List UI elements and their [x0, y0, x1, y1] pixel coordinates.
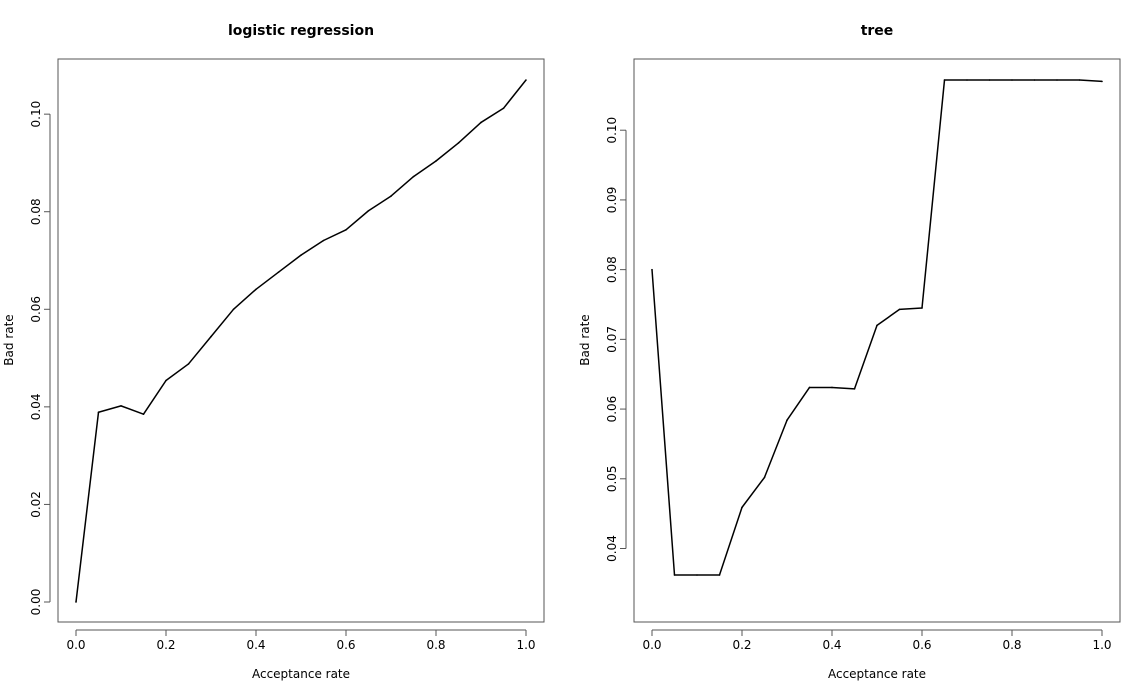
y-tick-label: 0.04 [605, 535, 619, 562]
series-group [651, 79, 1103, 576]
y-tick-label: 0.05 [605, 465, 619, 492]
data-point [1078, 79, 1081, 81]
y-axis-label: Bad rate [578, 314, 592, 365]
data-point [75, 601, 77, 603]
chart-title: logistic regression [228, 23, 374, 39]
data-point [966, 79, 968, 81]
y-tick-label: 0.10 [605, 117, 619, 144]
x-tick-label: 0.6 [912, 638, 931, 652]
data-point [1033, 79, 1036, 81]
y-tick-label: 0.09 [605, 187, 619, 214]
data-point [142, 413, 145, 415]
x-tick-label: 0.0 [66, 638, 85, 652]
x-tick-label: 0.2 [732, 638, 751, 652]
y-tick-label: 0.04 [29, 394, 43, 421]
data-point [943, 79, 946, 81]
data-point [322, 239, 325, 242]
x-tick-label: 1.0 [516, 638, 535, 652]
y-tick-label: 0.07 [605, 326, 619, 353]
data-point [763, 476, 766, 479]
data-point [255, 288, 257, 291]
y-tick-label: 0.02 [29, 491, 43, 518]
y-tick-label: 0.06 [605, 396, 619, 423]
data-point [300, 254, 302, 256]
data-point [718, 574, 721, 576]
x-tick-label: 0.8 [426, 638, 445, 652]
data-point [412, 175, 415, 178]
y-tick-label: 0.10 [29, 101, 43, 128]
data-point [525, 79, 527, 81]
data-point [1056, 79, 1058, 81]
data-point [232, 308, 235, 311]
x-tick-label: 0.6 [336, 638, 355, 652]
y-axis: 0.04 0.05 0.06 0.07 0.08 0.09 0.10 [605, 117, 627, 562]
data-point [898, 308, 901, 311]
data-point [210, 335, 212, 338]
y-tick-label: 0.06 [29, 296, 43, 323]
series-line [651, 79, 1103, 576]
data-point [876, 324, 878, 327]
x-axis-label: Acceptance rate [252, 667, 350, 681]
data-point [808, 386, 811, 389]
x-tick-label: 0.4 [246, 638, 265, 652]
data-point [921, 307, 923, 309]
data-point [1101, 80, 1103, 83]
data-point [831, 386, 833, 389]
data-point [367, 209, 370, 212]
data-point [651, 268, 653, 271]
data-point [673, 574, 676, 576]
x-tick-label: 0.8 [1002, 638, 1021, 652]
data-point [435, 160, 437, 162]
data-point [741, 506, 743, 509]
data-point [345, 228, 347, 231]
data-point [187, 363, 190, 365]
x-tick-label: 0.2 [156, 638, 175, 652]
plot-frame [57, 58, 545, 623]
data-point [696, 574, 698, 576]
data-point [786, 419, 788, 422]
x-tick-label: 1.0 [1092, 638, 1111, 652]
data-point [390, 195, 392, 197]
data-point [120, 405, 122, 407]
data-point [480, 121, 482, 124]
y-tick-label: 0.08 [29, 198, 43, 225]
x-tick-label: 0.0 [642, 638, 661, 652]
y-axis: 0.00 0.02 0.04 0.06 0.08 0.10 [29, 101, 51, 616]
data-point [853, 388, 856, 390]
plot-frame [633, 58, 1121, 623]
panel-logistic-regression: logistic regression Acceptance rate Bad … [2, 23, 545, 681]
y-tick-label: 0.00 [29, 589, 43, 616]
x-axis-label: Acceptance rate [828, 667, 926, 681]
data-point [165, 379, 167, 382]
data-point [97, 411, 100, 414]
y-axis-label: Bad rate [2, 314, 16, 365]
y-tick-label: 0.08 [605, 256, 619, 283]
data-point [1011, 79, 1013, 81]
chart-title: tree [861, 23, 894, 39]
data-point [502, 107, 505, 110]
series-line [75, 79, 527, 603]
data-point [277, 271, 280, 274]
x-axis: 0.0 0.2 0.4 0.6 0.8 1.0 [66, 629, 536, 652]
series-group [75, 79, 527, 603]
data-point [457, 142, 460, 144]
x-tick-label: 0.4 [822, 638, 841, 652]
panel-tree: tree Acceptance rate Bad rate 0.0 0.2 0.4 0… [578, 23, 1121, 681]
data-point [988, 79, 991, 81]
x-axis: 0.0 0.2 0.4 0.6 0.8 1.0 [642, 629, 1112, 652]
